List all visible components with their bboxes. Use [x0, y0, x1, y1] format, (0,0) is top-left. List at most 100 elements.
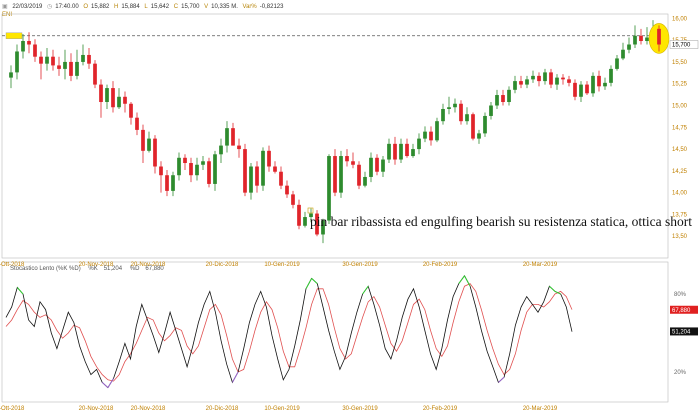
k-overbought-segment	[311, 278, 318, 284]
stochastic-axis: 80% 20% 67,880 51,204	[670, 292, 698, 376]
header-date: 22/03/2019	[12, 4, 43, 10]
price-panel-border	[1, 13, 669, 259]
candle-body	[387, 143, 391, 160]
candle-body	[243, 149, 247, 193]
date-tick-label: 20-Dic-2018	[206, 262, 239, 268]
candle-body	[21, 41, 25, 52]
close-value: 15,700	[181, 4, 200, 10]
candle-body	[135, 117, 139, 130]
candle-body	[285, 185, 289, 195]
stochastic-tick-label: 80%	[674, 292, 687, 298]
candle-body	[435, 121, 439, 141]
candle-body	[333, 156, 337, 193]
k-overbought-segment	[464, 275, 471, 287]
candle-body	[81, 54, 85, 62]
price-tick-label: 14,50	[672, 147, 688, 153]
candle-body	[519, 81, 523, 85]
candle-body	[351, 161, 355, 165]
candle-body	[93, 63, 97, 85]
stochastic-date-tick-label: 20-Feb-2019	[423, 406, 458, 412]
candle-body	[189, 163, 193, 176]
high-label: H	[114, 4, 119, 10]
candle-body	[357, 164, 361, 186]
candle-body	[201, 161, 205, 165]
last-price-box	[669, 40, 699, 49]
k-line	[5, 275, 573, 389]
price-tick-label: 16,00	[672, 16, 688, 22]
candle-body	[657, 28, 661, 45]
candle-body	[441, 108, 445, 122]
candle-body	[111, 88, 115, 108]
candle-body	[525, 79, 529, 85]
resistance-marker	[5, 32, 23, 39]
stochastic-date-tick-label: 10-Gen-2019	[264, 406, 300, 412]
candle-body	[621, 49, 625, 59]
candle-body	[87, 54, 91, 64]
chart-annotation: pin bar ribassista ed engulfing bearish …	[310, 214, 693, 229]
candle-body	[117, 96, 121, 108]
candle-body	[267, 150, 271, 167]
candle-body	[165, 175, 169, 191]
date-axis: 3-Ott-2018 3-Ott-2018 20-Nov-2018 20-Nov-20…	[0, 262, 558, 412]
volume-label: V	[204, 4, 209, 10]
candle-body	[465, 114, 469, 122]
stochastic-date-tick-label: 20-Nov-2018	[131, 406, 166, 412]
price-tick-label: 14,00	[672, 191, 688, 197]
candle-body	[309, 213, 313, 218]
volume-value: 10,335 M.	[211, 4, 238, 10]
k-oversold-segment	[101, 382, 109, 388]
candle-body	[633, 35, 637, 45]
clock-icon: ◷	[47, 4, 53, 10]
candle-body	[279, 171, 283, 186]
candle-body	[27, 41, 31, 45]
k-oversold-segment	[107, 378, 114, 388]
candle-body	[33, 44, 37, 57]
candle-body	[99, 84, 103, 103]
candle-body	[315, 213, 319, 235]
candle-body	[171, 175, 175, 191]
price-axis: 16,0015,7515,5015,2515,0014,7514,5014,25…	[669, 16, 699, 240]
symbol-label: ENI	[2, 12, 13, 18]
candle-body	[477, 133, 481, 139]
d-value-label: 67,880	[672, 308, 691, 314]
stochastic-date-tick-label: 30-Gen-2019	[342, 406, 378, 412]
candle-body	[105, 88, 109, 103]
header-time: 17:40.00	[55, 4, 79, 10]
date-tick-label: 30-Gen-2019	[342, 262, 378, 268]
candle-body	[375, 157, 379, 172]
k-value-box	[670, 327, 698, 336]
stochastic-title: Stocastico Lento (%K %D)	[10, 266, 81, 272]
stochastic-date-tick-label: 20-Nov-2018	[79, 406, 114, 412]
k-overbought-segment	[458, 275, 465, 284]
ohlc-header: ▣ 22/03/2019 ◷ 17:40.00 O 15,882 H 15,884 L…	[2, 3, 286, 10]
candle-body	[261, 150, 265, 186]
candle-body	[177, 157, 181, 176]
k-label: %K	[88, 266, 98, 272]
price-tick-label: 15,00	[672, 104, 688, 110]
candle-body	[501, 95, 505, 103]
price-tick-label: 13,50	[672, 234, 688, 240]
candle-body	[645, 37, 649, 42]
price-tick-label: 14,75	[672, 125, 688, 131]
k-oversold-segment	[231, 371, 239, 383]
date-tick-label: 20-Nov-2018	[79, 262, 114, 268]
close-label: C	[173, 4, 179, 10]
k-value-label: 51,204	[672, 329, 691, 335]
price-tick-label: 15,50	[672, 60, 688, 66]
candle-body	[483, 115, 487, 134]
candle-body	[255, 166, 259, 186]
candle-body	[147, 138, 151, 151]
change-label: Var%	[242, 4, 257, 10]
stochastic-date-tick-label: 20-Mar-2019	[523, 406, 558, 412]
candle-body	[321, 220, 325, 235]
candle-body	[75, 61, 79, 76]
candle-body	[225, 128, 229, 146]
candle-body	[363, 176, 367, 186]
candle-body	[327, 156, 331, 221]
candle-body	[51, 56, 55, 66]
candle-body	[69, 61, 73, 76]
candle-body	[63, 61, 67, 69]
high-value: 15,884	[121, 4, 140, 10]
d-label: %D	[129, 266, 140, 272]
